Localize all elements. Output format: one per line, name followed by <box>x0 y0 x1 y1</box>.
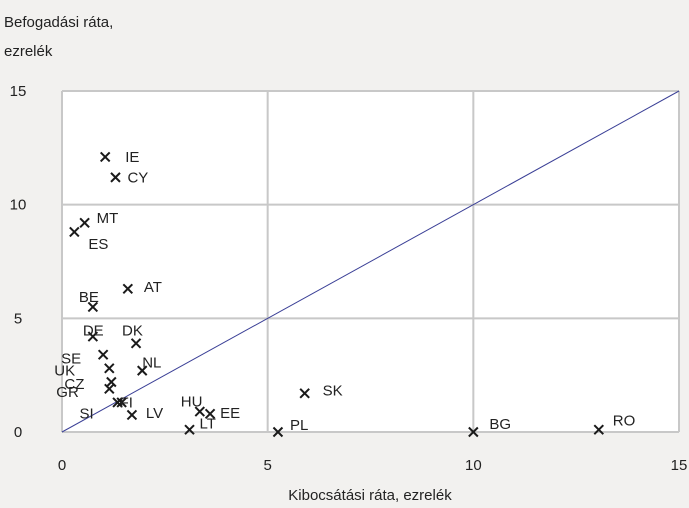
point-label: RO <box>613 413 636 430</box>
point-marker <box>593 424 604 435</box>
data-point-mt: MT <box>79 210 119 229</box>
point-label: EE <box>220 405 240 422</box>
reference-line-y-equals-x <box>61 90 680 433</box>
data-point-be: BE <box>79 289 99 313</box>
data-point-hu: HU <box>181 394 206 417</box>
point-marker <box>468 426 479 438</box>
y-tick-label: 10 <box>10 197 27 214</box>
point-marker <box>299 388 310 399</box>
point-label: LV <box>146 405 163 422</box>
data-point-si: SI <box>80 397 123 422</box>
point-marker <box>137 365 148 376</box>
data-point-pl: PL <box>272 417 308 438</box>
data-point-nl: NL <box>137 355 161 376</box>
point-label: MT <box>97 210 119 227</box>
point-marker <box>87 331 99 342</box>
x-tick-label: 0 <box>58 457 66 474</box>
y-axis-title-line2: ezrelék <box>4 43 53 60</box>
data-point-de: DE <box>83 323 104 342</box>
data-point-lt: LT <box>184 416 216 435</box>
point-label: GR <box>56 384 79 401</box>
point-label: UK <box>54 362 75 379</box>
y-tick-labels: 0 5 10 15 <box>10 83 27 441</box>
data-point-at: AT <box>122 279 162 296</box>
point-label: FI <box>120 394 133 411</box>
point-label: PL <box>290 417 308 434</box>
point-marker <box>112 397 123 408</box>
point-label: SI <box>80 405 94 422</box>
data-point-ro: RO <box>593 413 636 435</box>
data-point-lv: LV <box>126 405 163 422</box>
data-point-es: ES <box>69 226 108 253</box>
x-tick-labels: 0 5 10 15 <box>58 457 688 474</box>
x-tick-label: 10 <box>465 457 482 474</box>
point-label: DE <box>83 323 104 340</box>
point-marker <box>122 283 134 294</box>
point-marker <box>130 338 142 349</box>
point-marker <box>104 383 115 395</box>
point-label: SK <box>323 382 343 399</box>
point-marker <box>126 409 138 421</box>
point-marker <box>194 406 206 417</box>
point-label: NL <box>142 355 161 372</box>
point-label: CY <box>127 169 148 186</box>
point-marker <box>272 426 284 438</box>
y-tick-label: 0 <box>14 424 22 441</box>
data-point-fi: FI <box>116 394 133 411</box>
data-point-dk: DK <box>122 322 143 349</box>
point-marker <box>79 217 90 229</box>
point-label: IE <box>125 149 139 166</box>
y-tick-label: 5 <box>14 310 22 327</box>
data-point-ie: IE <box>99 149 139 166</box>
data-point-se: SE <box>61 349 109 368</box>
point-label: AT <box>144 279 162 296</box>
point-marker <box>184 424 195 435</box>
point-label: DK <box>122 322 143 339</box>
point-marker <box>87 301 99 313</box>
data-point-ee: EE <box>204 405 240 422</box>
data-point-bg: BG <box>468 416 511 438</box>
point-marker <box>97 349 109 360</box>
point-label: SE <box>61 351 81 368</box>
point-marker <box>106 376 117 388</box>
point-marker <box>116 397 127 408</box>
data-point-cz: CZ <box>64 376 117 393</box>
grid-lines <box>61 90 680 433</box>
point-label: BE <box>79 289 99 306</box>
data-point-gr: GR <box>56 383 115 401</box>
point-marker <box>204 408 216 420</box>
data-point-sk: SK <box>299 382 343 399</box>
x-axis-title: Kibocsátási ráta, ezrelék <box>288 487 452 504</box>
point-marker <box>110 172 121 183</box>
y-tick-label: 15 <box>10 83 27 100</box>
point-label: LT <box>200 416 216 433</box>
point-label: CZ <box>64 376 84 393</box>
point-marker <box>99 151 111 163</box>
point-label: BG <box>489 416 511 433</box>
y-axis-title-line1: Befogadási ráta, <box>4 14 113 31</box>
point-marker <box>69 226 80 238</box>
point-label: HU <box>181 394 203 411</box>
data-point-cy: CY <box>110 169 148 186</box>
point-marker <box>104 363 115 374</box>
point-label: ES <box>88 236 108 253</box>
x-tick-label: 15 <box>671 457 688 474</box>
data-point-uk: UK <box>54 362 115 379</box>
x-tick-label: 5 <box>263 457 271 474</box>
